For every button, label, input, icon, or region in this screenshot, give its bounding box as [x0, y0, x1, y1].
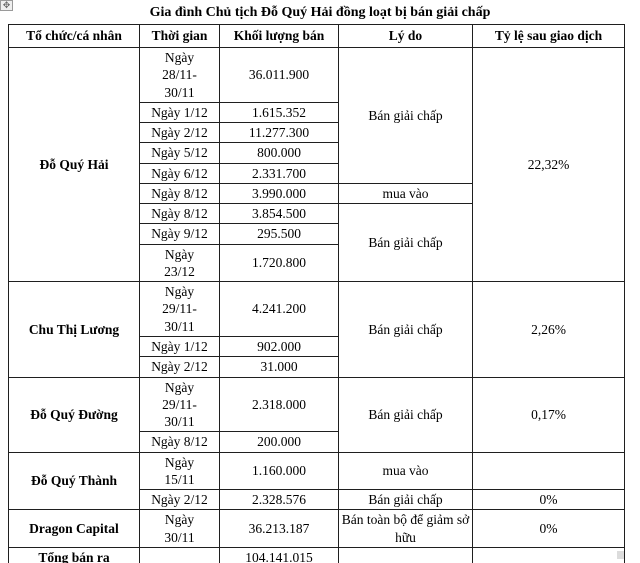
cell-ratio: 0% — [472, 509, 625, 548]
cell-volume: 3.854.500 — [219, 203, 339, 225]
total-row: Tổng bán ra 104.141.015 — [8, 546, 625, 563]
cell-time: Ngày 6/12 — [139, 162, 220, 184]
cell-entity-name: Dragon Capital — [8, 509, 140, 548]
header-row: Tổ chức/cá nhân Thời gian Khối lượng bán… — [8, 24, 625, 48]
cell-time: Ngày 30/11 — [139, 509, 220, 548]
cell-time: Ngày 15/11 — [139, 451, 220, 491]
table-row: Chu Thị Lương Ngày 29/11- 30/11 4.241.20… — [8, 281, 625, 378]
table-row: Đỗ Quý Thành Ngày 15/11 1.160.000 mua và… — [8, 451, 625, 511]
cell-reason: Bán giải chấp — [338, 203, 473, 283]
table-row: Ngày 9/12 295.500 — [9, 223, 625, 245]
column-header-ratio: Tỷ lệ sau giao dịch — [472, 24, 625, 48]
cell-time: Ngày 8/12 — [139, 203, 220, 225]
cell-time: Ngày 2/12 — [139, 122, 220, 144]
table-row: Ngày 8/12 200.000 — [9, 431, 625, 453]
cell-entity-name: Chu Thị Lương — [8, 281, 140, 378]
cell-volume: 11.277.300 — [219, 122, 339, 144]
cell-time: Ngày 29/11- 30/11 — [139, 376, 220, 433]
table-row: Đỗ Quý Đường Ngày 29/11- 30/11 2.318.000… — [8, 376, 625, 453]
cell-time: Ngày 23/12 — [139, 243, 220, 283]
cell-volume: 800.000 — [219, 142, 339, 164]
cell-reason: Bán giải chấp — [338, 489, 473, 511]
cell-reason: mua vào — [338, 182, 473, 205]
cell-volume: 1.720.800 — [219, 243, 339, 283]
table-row: Ngày 1/12 902.000 — [9, 335, 625, 358]
cell-volume: 295.500 — [219, 223, 339, 245]
cell-time: Ngày 1/12 — [139, 101, 220, 124]
cell-ratio: 2,26% — [472, 281, 625, 378]
table-row: Ngày 5/12 800.000 — [9, 142, 625, 164]
cell-time: Ngày 28/11- 30/11 — [139, 47, 220, 103]
column-header-time: Thời gian — [139, 24, 220, 48]
table-row: Ngày 2/12 2.328.576 Bán giải chấp 0% — [9, 489, 625, 511]
cell-volume: 36.011.900 — [219, 47, 339, 103]
cell-reason: Bán giải chấp — [338, 376, 473, 453]
cell-time: Ngày 1/12 — [139, 335, 220, 358]
cell-time: Ngày 2/12 — [139, 489, 220, 511]
table-row: Ngày 8/12 3.854.500 Bán giải chấp — [9, 203, 625, 283]
cell-reason: mua vào — [338, 451, 473, 491]
cell-volume: 1.615.352 — [219, 101, 339, 124]
cell-ratio: 0% — [472, 489, 625, 511]
cell-volume: 31.000 — [219, 356, 339, 378]
cell-volume: 2.331.700 — [219, 162, 339, 184]
cell-total-ratio-empty — [472, 546, 625, 563]
cell-reason: Bán giải chấp — [338, 281, 473, 378]
cell-total-label: Tổng bán ra — [8, 546, 140, 563]
cell-entity-name: Đỗ Quý Thành — [8, 451, 140, 511]
cell-total-volume: 104.141.015 — [219, 546, 339, 563]
cell-entity-name: Đỗ Quý Đường — [8, 376, 140, 453]
table-row: Ngày 8/12 3.990.000 mua vào — [9, 182, 625, 205]
cell-time: Ngày 9/12 — [139, 223, 220, 245]
column-header-entity: Tổ chức/cá nhân — [8, 24, 140, 48]
cell-ratio: 22,32% — [472, 46, 625, 283]
cell-time: Ngày 8/12 — [139, 431, 220, 453]
column-header-reason: Lý do — [338, 24, 473, 48]
cell-reason: Bán toàn bộ để giảm sở hữu — [338, 509, 473, 548]
transactions-table: Tổ chức/cá nhân Thời gian Khối lượng bán… — [8, 24, 625, 563]
cell-time: Ngày 8/12 — [139, 182, 220, 205]
table-row: Dragon Capital Ngày 30/11 36.213.187 Bán… — [8, 509, 625, 548]
cell-entity-name: Đỗ Quý Hải — [8, 46, 140, 283]
cell-ratio-empty — [472, 451, 625, 491]
cell-volume: 36.213.187 — [219, 509, 339, 548]
cell-total-time-empty — [139, 546, 220, 563]
table-row: Ngày 2/12 31.000 — [9, 356, 625, 378]
cell-reason: Bán giải chấp — [338, 47, 473, 184]
cell-volume: 2.328.576 — [219, 489, 339, 511]
table-row: Đỗ Quý Hải Ngày 28/11- 30/11 36.011.900 … — [8, 46, 625, 283]
cell-total-reason-empty — [338, 546, 473, 563]
column-header-volume: Khối lượng bán — [219, 24, 339, 48]
cell-time: Ngày 29/11- 30/11 — [139, 281, 220, 337]
cell-volume: 3.990.000 — [219, 182, 339, 205]
table-move-handle-icon[interactable]: ✥ — [0, 0, 13, 11]
cell-volume: 4.241.200 — [219, 281, 339, 337]
cell-volume: 200.000 — [219, 431, 339, 453]
cell-time: Ngày 2/12 — [139, 356, 220, 378]
cell-volume: 1.160.000 — [219, 451, 339, 491]
page-corner-artifact — [617, 551, 624, 559]
cell-volume: 2.318.000 — [219, 376, 339, 433]
cell-time: Ngày 5/12 — [139, 142, 220, 164]
cell-ratio: 0,17% — [472, 376, 625, 453]
cell-volume: 902.000 — [219, 335, 339, 358]
page-title: Gia đình Chủ tịch Đỗ Quý Hải đồng loạt b… — [149, 5, 491, 20]
